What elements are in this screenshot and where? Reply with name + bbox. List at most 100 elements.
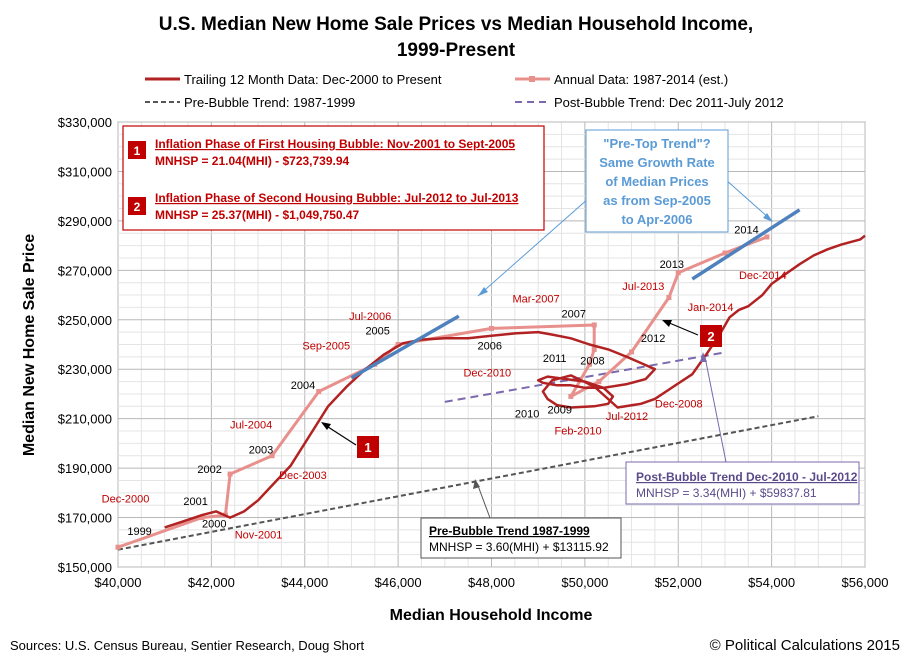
year-labels: 1999 2000 2001 2002 2003 2004 2005 2006 2007 2008… [127, 224, 758, 538]
year-label: 1999 [127, 526, 151, 538]
year-label: 2003 [249, 444, 273, 456]
y-tick-label: $330,000 [58, 115, 112, 130]
y-axis-label: Median New Home Sale Price [21, 234, 38, 456]
annual-data-point [199, 515, 205, 521]
month-label: Jul-2012 [606, 411, 648, 423]
second-bubble-title: Inflation Phase of Second Housing Bubble… [155, 191, 519, 205]
postbubble-equation: MNHSP = 3.34(MHI) + $59837.81 [636, 486, 817, 500]
year-label: 2009 [548, 405, 572, 417]
series-layer [115, 208, 866, 551]
x-tick-label: $50,000 [561, 575, 608, 590]
annual-data-point [629, 349, 635, 355]
annual-data-point [587, 361, 593, 367]
month-label: Jul-2013 [622, 281, 664, 293]
annual-data-point [269, 453, 275, 459]
x-tick-label: $46,000 [375, 575, 422, 590]
series-prebubble-trend [117, 415, 819, 551]
month-label: Nov-2001 [235, 530, 283, 542]
marker-1-badge-text: 1 [134, 144, 141, 158]
year-label: 2012 [641, 333, 665, 345]
y-axis-ticks: $150,000 $170,000 $190,000 $210,000 $230,000… [58, 115, 112, 575]
year-label: 2001 [183, 496, 207, 508]
y-tick-label: $230,000 [58, 362, 112, 377]
month-label: Sep-2005 [302, 340, 350, 352]
postbubble-callout: Post-Bubble Trend Dec-2010 - Jul-2012 MN… [625, 352, 860, 505]
legend-entry-annual: Annual Data: 1987-2014 (est.) [554, 72, 728, 87]
series-postbubble-trend [444, 351, 726, 403]
prebubble-title: Pre-Bubble Trend 1987-1999 [429, 524, 590, 538]
pretop-line3: of Median Prices [605, 174, 708, 189]
pretop-line1: "Pre-Top Trend"? [603, 136, 710, 151]
annual-data-point [722, 250, 728, 256]
annual-data-point [568, 393, 574, 399]
y-tick-label: $210,000 [58, 412, 112, 427]
year-label: 2002 [197, 464, 221, 476]
month-label: Dec-2014 [739, 270, 787, 282]
marker-2-badge-text: 2 [134, 200, 141, 214]
year-label: 2014 [734, 224, 758, 236]
year-label: 2000 [202, 518, 226, 530]
prebubble-equation: MNHSP = 3.60(MHI) + $13115.92 [429, 540, 609, 554]
annual-data-point [316, 388, 322, 394]
postbubble-title: Post-Bubble Trend Dec-2010 - Jul-2012 [636, 470, 858, 484]
annual-data-point [591, 346, 597, 352]
series-pretop-trend-a [350, 314, 460, 380]
x-tick-label: $56,000 [842, 575, 889, 590]
annual-data-point [395, 342, 401, 347]
x-tick-label: $54,000 [748, 575, 795, 590]
month-label: Jan-2014 [688, 302, 734, 314]
month-label: Dec-2000 [102, 494, 150, 506]
year-label: 2007 [562, 308, 586, 320]
marker-2-label: 2 [707, 329, 714, 344]
annual-data-point [666, 295, 672, 301]
y-tick-label: $310,000 [58, 164, 112, 179]
sources-note: Sources: U.S. Census Bureau, Sentier Res… [10, 638, 364, 653]
annual-data-point [675, 270, 681, 276]
x-tick-label: $48,000 [468, 575, 515, 590]
month-label: Dec-2010 [463, 368, 511, 380]
chart-title-line2: 1999-Present [397, 40, 516, 61]
legend-entry-prebubble: Pre-Bubble Trend: 1987-1999 [184, 95, 355, 110]
year-label: 2010 [515, 408, 539, 420]
y-tick-label: $250,000 [58, 313, 112, 328]
pretop-line2: Same Growth Rate [599, 155, 715, 170]
first-bubble-title: Inflation Phase of First Housing Bubble:… [155, 137, 515, 151]
second-bubble-equation: MNHSP = 25.37(MHI) - $1,049,750.47 [155, 208, 360, 222]
month-label: Jul-2004 [230, 420, 272, 432]
chart-title: U.S. Median New Home Sale Prices vs Medi… [159, 14, 753, 35]
y-tick-label: $150,000 [58, 560, 112, 575]
annual-data-point [596, 379, 602, 385]
x-tick-label: $44,000 [281, 575, 328, 590]
x-tick-label: $42,000 [188, 575, 235, 590]
pretop-callout: "Pre-Top Trend"? Same Growth Rate of Med… [477, 129, 773, 297]
annual-data-point [591, 322, 597, 328]
marker-1-callout: 1 [321, 422, 379, 458]
inflation-annotation-box: 1 Inflation Phase of First Housing Bubbl… [122, 125, 545, 231]
annual-data-point [489, 325, 494, 331]
series-trailing-12-month [164, 234, 866, 529]
year-label: 2011 [543, 353, 567, 365]
marker-1-badge [128, 141, 146, 159]
legend-entry-trailing: Trailing 12 Month Data: Dec-2000 to Pres… [184, 72, 442, 87]
month-labels: Dec-2000 Nov-2001 Dec-2003 Jul-2004 Sep-2005… [102, 270, 787, 542]
legend: Trailing 12 Month Data: Dec-2000 to Pres… [145, 72, 784, 110]
month-label: Feb-2010 [555, 426, 602, 438]
annual-data-point [764, 234, 770, 240]
month-label: Mar-2007 [513, 293, 560, 305]
x-axis-label: Median Household Income [390, 607, 593, 624]
year-label: 2004 [291, 380, 315, 392]
year-label: 2013 [660, 259, 684, 271]
annual-data-point [115, 544, 121, 550]
x-tick-label: $52,000 [655, 575, 702, 590]
y-tick-label: $190,000 [58, 461, 112, 476]
x-axis-ticks: $40,000 $42,000 $44,000 $46,000 $48,000 $50,0… [95, 575, 889, 590]
month-label: Dec-2003 [279, 470, 327, 482]
annual-data-point [227, 471, 233, 477]
year-label: 2008 [580, 355, 604, 367]
year-label: 2005 [365, 326, 389, 338]
prebubble-callout: Pre-Bubble Trend 1987-1999 MNHSP = 3.60(… [420, 479, 622, 559]
marker-1-label: 1 [364, 440, 371, 455]
series-pretop-trend-b [691, 208, 801, 281]
pretop-line5: to Apr-2006 [621, 212, 692, 227]
